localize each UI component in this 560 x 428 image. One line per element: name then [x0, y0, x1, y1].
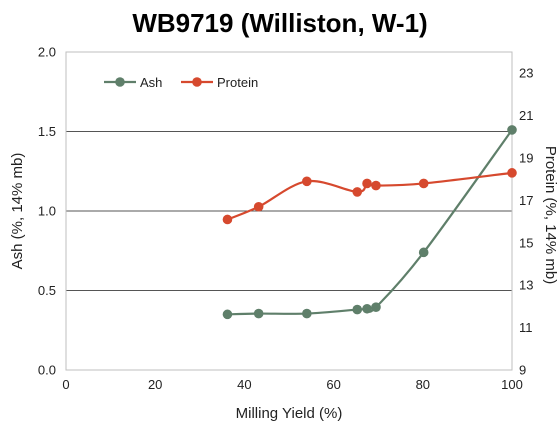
- series-line-ash: [227, 129, 513, 316]
- plot-area: [65, 51, 513, 371]
- x-tick-label: 100: [501, 377, 523, 392]
- x-tick-label: 40: [237, 377, 251, 392]
- y2-tick-label: 15: [519, 235, 533, 250]
- data-point-protein: [371, 180, 381, 191]
- x-tick-label: 80: [416, 377, 430, 392]
- series-layer: [222, 125, 517, 320]
- y-tick-label: 0.0: [38, 363, 56, 378]
- data-point-ash: [352, 304, 363, 315]
- x-axis-label: Milling Yield (%): [236, 405, 343, 422]
- data-point-ash: [302, 308, 312, 319]
- x-tick-labels: 0 20 40 60 80 100: [62, 377, 522, 392]
- y2-tick-label: 21: [519, 108, 533, 123]
- y-tick-label: 0.5: [38, 283, 56, 298]
- y2-tick-label: 19: [519, 151, 533, 166]
- y-tick-label: 1.0: [38, 204, 56, 219]
- y2-tick-labels: 9 11 13 15 17 19 21 23: [519, 66, 533, 378]
- legend-ash-label: Ash: [140, 75, 162, 90]
- legend-protein-marker: [192, 77, 202, 87]
- y2-axis-label: Protein (%, 14% mb): [542, 146, 559, 284]
- data-point-ash: [371, 302, 381, 312]
- x-tick-label: 0: [62, 377, 69, 392]
- data-point-protein: [302, 176, 312, 187]
- x-tick-label: 20: [148, 377, 162, 392]
- y-axis-label: Ash (%, 14% mb): [9, 153, 26, 270]
- y-tick-labels: 0.0 0.5 1.0 1.5 2.0: [38, 45, 56, 378]
- y2-tick-label: 17: [519, 193, 533, 208]
- data-point-protein: [253, 201, 264, 212]
- y-tick-label: 2.0: [38, 45, 56, 60]
- y2-tick-label: 23: [519, 66, 533, 81]
- legend-ash-marker: [115, 77, 125, 87]
- x-tick-label: 60: [326, 377, 340, 392]
- y2-tick-label: 13: [519, 278, 533, 293]
- data-point-ash: [418, 247, 429, 258]
- chart-title: WB9719 (Williston, W-1): [132, 8, 427, 38]
- data-point-protein: [362, 178, 372, 189]
- y2-tick-label: 11: [519, 320, 533, 335]
- data-point-ash: [507, 125, 517, 135]
- data-point-protein: [222, 214, 233, 225]
- y-tick-label: 1.5: [38, 124, 56, 139]
- data-point-protein: [507, 168, 517, 178]
- gridlines: [66, 131, 512, 291]
- data-point-ash: [222, 309, 233, 320]
- data-point-protein: [418, 178, 429, 189]
- legend-protein-label: Protein: [217, 75, 258, 90]
- data-point-protein: [352, 187, 363, 197]
- data-point-ash: [362, 303, 372, 314]
- data-point-ash: [253, 308, 264, 319]
- y2-tick-label: 9: [519, 363, 526, 378]
- legend: Ash Protein: [104, 75, 258, 90]
